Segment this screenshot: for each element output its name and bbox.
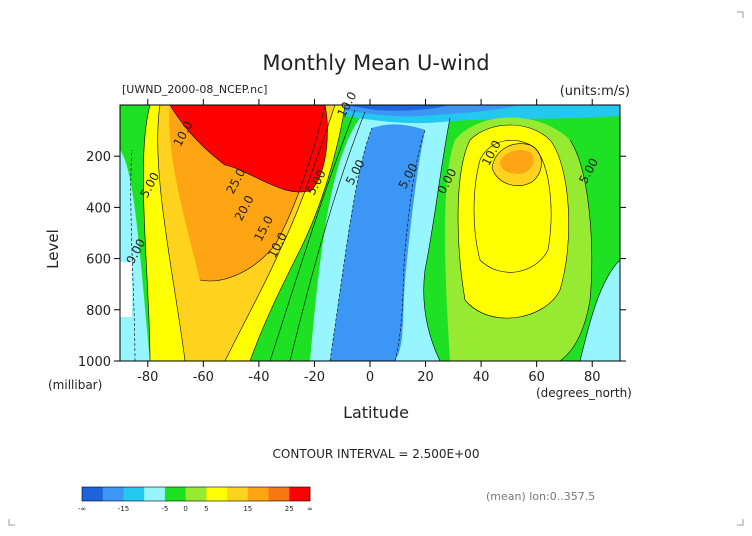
x-axis: -80 -60 -40 -20 0 20 40 60 80 bbox=[137, 99, 600, 385]
colorbar-tick-label: 15 bbox=[243, 505, 252, 513]
x-tick-label: -60 bbox=[193, 370, 214, 385]
x-tick-label: 0 bbox=[366, 370, 374, 385]
band-0-north bbox=[580, 260, 620, 361]
units-label: (units:m/s) bbox=[560, 84, 630, 99]
y-axis-unit: (millibar) bbox=[48, 378, 102, 392]
contour-interval-text: CONTOUR INTERVAL = 2.500E+00 bbox=[273, 447, 480, 461]
y-tick-label: 1000 bbox=[78, 355, 111, 370]
missing-data-region bbox=[120, 262, 132, 317]
colorbar-frame bbox=[81, 486, 311, 502]
colorbar-swatch bbox=[289, 487, 311, 501]
x-tick-label: -40 bbox=[248, 370, 269, 385]
colorbar-swatch bbox=[82, 487, 104, 501]
x-tick-label: 20 bbox=[417, 370, 434, 385]
colorbar-swatch bbox=[144, 487, 166, 501]
colorbar-swatch bbox=[123, 487, 145, 501]
band-10-north bbox=[458, 125, 569, 319]
x-tick-label: -80 bbox=[137, 370, 158, 385]
y-tick-label: 400 bbox=[86, 201, 111, 216]
x-tick-label: 60 bbox=[528, 370, 545, 385]
colorbar-swatch bbox=[247, 487, 269, 501]
contour-field bbox=[120, 105, 620, 361]
y-tick-label: 600 bbox=[86, 253, 111, 268]
colorbar-tick-label: 5 bbox=[204, 505, 208, 513]
band-25-south bbox=[170, 105, 328, 193]
colorbar-swatch bbox=[102, 487, 124, 501]
corner-marks bbox=[8, 11, 744, 526]
colorbar-swatch bbox=[227, 487, 249, 501]
colorbar-tick-label: 0 bbox=[183, 505, 187, 513]
chart-title: Monthly Mean U-wind bbox=[262, 51, 489, 75]
colorbar-tick-label: -∞ bbox=[78, 505, 86, 513]
y-tick-label: 200 bbox=[86, 150, 111, 165]
x-axis-unit: (degrees_north) bbox=[536, 386, 632, 400]
colorbar-swatch bbox=[185, 487, 207, 501]
colorbar-swatch bbox=[206, 487, 228, 501]
y-axis: 200 400 600 800 1000 bbox=[78, 150, 626, 370]
colorbar: -∞ -15 -5 0 5 15 25 ∞ bbox=[78, 486, 313, 513]
y-tick-label: 800 bbox=[86, 304, 111, 319]
colorbar-tick-label: -5 bbox=[161, 505, 168, 513]
colorbar-swatch bbox=[164, 487, 186, 501]
y-axis-label: Level bbox=[44, 229, 62, 269]
x-axis-label: Latitude bbox=[343, 403, 409, 422]
colorbar-tick-label: ∞ bbox=[307, 505, 313, 513]
contour-lines bbox=[130, 105, 620, 361]
band-minus5 bbox=[330, 124, 425, 361]
colorbar-tick-label: -15 bbox=[118, 505, 129, 513]
x-tick-label: 80 bbox=[584, 370, 601, 385]
mean-label: (mean) lon:0..357.5 bbox=[486, 490, 595, 503]
band-upper-dark bbox=[345, 105, 450, 111]
x-tick-label: -20 bbox=[304, 370, 325, 385]
x-tick-label: 40 bbox=[473, 370, 490, 385]
colorbar-swatch bbox=[268, 487, 290, 501]
band-15-north bbox=[500, 150, 534, 174]
colorbar-tick-label: 25 bbox=[285, 505, 294, 513]
file-label: [UWND_2000-08_NCEP.nc] bbox=[122, 83, 267, 96]
